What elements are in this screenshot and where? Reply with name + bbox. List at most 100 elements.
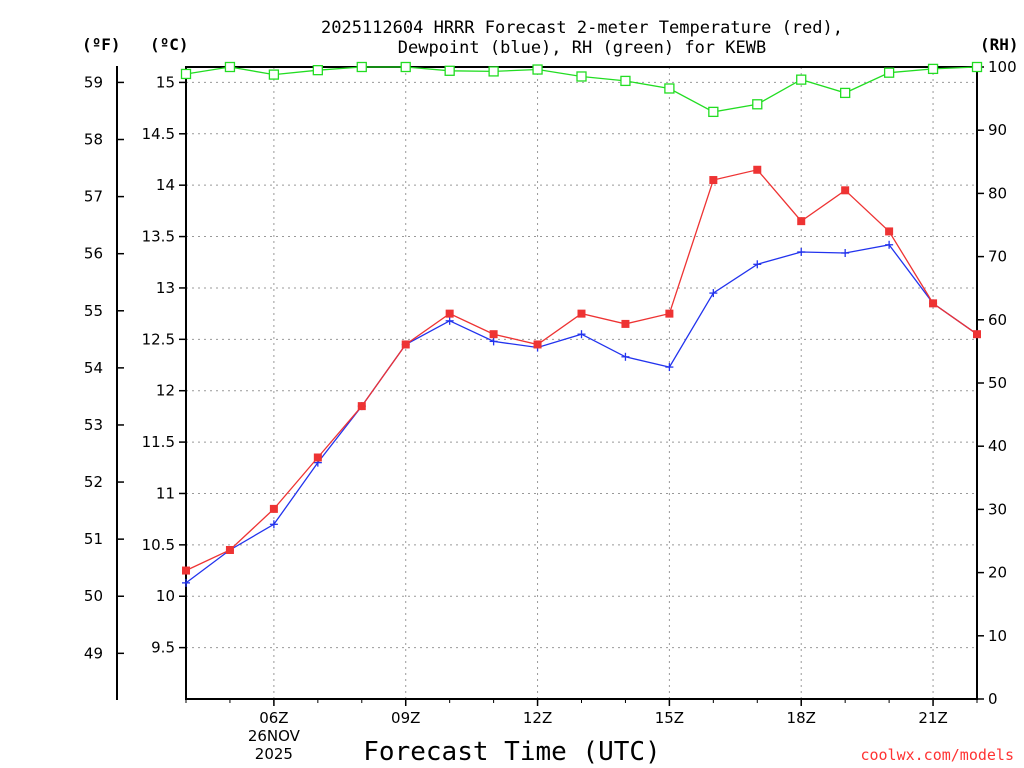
rh-tick-label: 0 <box>988 690 998 708</box>
fahrenheit-tick-label: 58 <box>84 131 103 149</box>
rh-data-point <box>752 99 763 110</box>
axis-labels: 9.5 10 10.5 11 11.5 12 12.5 13 13.5 14 14.5 15 06Z26… <box>84 58 1017 763</box>
temperature-data-point <box>489 330 498 339</box>
dewpoint-data-point <box>885 240 894 249</box>
rh-tick-label: 30 <box>988 500 1007 518</box>
x-tick-label: 21Z <box>918 709 947 727</box>
rh-data-point <box>532 64 543 75</box>
rh-tick-label: 60 <box>988 311 1007 329</box>
temperature-data-point <box>269 504 278 513</box>
x-tick-label: 06Z <box>259 709 288 727</box>
rh-tick-label: 80 <box>988 184 1007 202</box>
x-tick-label: 12Z <box>523 709 552 727</box>
grid-lines <box>186 67 977 699</box>
rh-data-point <box>576 71 587 82</box>
credit-text: coolwx.com/models <box>860 746 1014 764</box>
rh-data-point <box>488 66 499 77</box>
rh-data-point <box>927 63 939 75</box>
rh-tick-label: 90 <box>988 121 1007 139</box>
fahrenheit-tick-label: 53 <box>84 416 103 434</box>
rh-data-point <box>444 65 455 76</box>
temperature-data-point <box>841 186 850 195</box>
rh-tick-label: 50 <box>988 374 1007 392</box>
celsius-tick-label: 14 <box>156 176 175 194</box>
celsius-tick-label: 10.5 <box>142 536 175 554</box>
rh-tick-label: 10 <box>988 627 1007 645</box>
rh-data-point <box>708 106 719 118</box>
dewpoint-series-line <box>185 244 978 584</box>
temperature-data-point <box>577 309 586 318</box>
fahrenheit-unit-label: (ºF) <box>82 35 121 54</box>
temperature-data-point <box>709 176 718 185</box>
temperature-data-point <box>445 309 454 318</box>
rh-data-point <box>224 61 236 73</box>
celsius-tick-label: 12.5 <box>142 330 175 348</box>
temperature-data-point <box>401 340 410 349</box>
fahrenheit-tick-label: 52 <box>84 473 103 491</box>
temperature-data-point <box>182 566 190 575</box>
x-tick-label: 18Z <box>787 709 816 727</box>
chart-title-line-1: 2025112604 HRRR Forecast 2-meter Tempera… <box>321 18 843 38</box>
temperature-data-point <box>357 402 366 411</box>
dewpoint-data-point <box>445 316 454 325</box>
celsius-tick-label: 15 <box>156 73 175 91</box>
rh-data-point <box>400 61 411 73</box>
dewpoint-data-point <box>269 520 278 529</box>
x-tick-date: 26NOV <box>248 727 301 745</box>
x-tick-year: 2025 <box>255 745 293 763</box>
x-tick-label: 15Z <box>655 709 684 727</box>
temperature-data-point <box>665 309 674 318</box>
rh-tick-label: 100 <box>988 58 1017 76</box>
chart-title-line-2: Dewpoint (blue), RH (green) for KEWB <box>397 38 767 58</box>
rh-unit-label: (RH) <box>980 35 1019 54</box>
temperature-data-point <box>797 217 806 226</box>
temperature-data-point <box>885 227 894 236</box>
temperature-data-point <box>313 453 322 462</box>
fahrenheit-tick-label: 55 <box>84 302 103 320</box>
celsius-tick-label: 14.5 <box>142 125 175 143</box>
temperature-data-point <box>973 330 981 339</box>
x-tick-label: 09Z <box>391 709 420 727</box>
celsius-unit-label: (ºC) <box>150 35 189 54</box>
rh-data-point <box>620 75 631 87</box>
dewpoint-data-point <box>753 260 762 269</box>
fahrenheit-tick-label: 51 <box>84 530 103 548</box>
celsius-tick-label: 13.5 <box>142 228 175 246</box>
celsius-tick-label: 13 <box>156 279 175 297</box>
dewpoint-data-point <box>182 578 190 587</box>
temperature-data-point <box>225 545 234 554</box>
dewpoint-data-point <box>621 352 630 361</box>
rh-data-point <box>180 68 192 80</box>
dewpoint-data-point <box>709 289 718 298</box>
rh-data-point <box>840 87 851 99</box>
dewpoint-data-point <box>841 249 850 258</box>
rh-tick-label: 20 <box>988 564 1007 582</box>
celsius-tick-label: 10 <box>156 587 175 605</box>
rh-data-point <box>356 61 367 73</box>
celsius-tick-label: 11.5 <box>142 433 175 451</box>
chart-title: 2025112604 HRRR Forecast 2-meter Tempera… <box>0 18 1024 58</box>
rh-data-point <box>664 83 675 94</box>
temperature-data-point <box>621 319 630 328</box>
fahrenheit-tick-label: 59 <box>84 73 103 91</box>
rh-data-point <box>312 65 323 76</box>
x-axis-title: Forecast Time (UTC) <box>363 737 660 767</box>
fahrenheit-tick-label: 56 <box>84 245 103 263</box>
fahrenheit-tick-label: 49 <box>84 644 103 662</box>
rh-data-point <box>971 61 983 73</box>
dewpoint-data-point <box>577 330 586 339</box>
celsius-tick-label: 12 <box>156 382 175 400</box>
rh-tick-label: 70 <box>988 248 1007 266</box>
rh-tick-label: 40 <box>988 437 1007 455</box>
series-layer <box>180 61 983 587</box>
dewpoint-data-point <box>489 337 498 346</box>
temperature-data-point <box>753 165 762 174</box>
fahrenheit-tick-label: 54 <box>84 359 103 377</box>
celsius-tick-label: 9.5 <box>151 639 175 657</box>
rh-data-point <box>268 69 280 80</box>
temperature-data-point <box>929 299 938 308</box>
fahrenheit-tick-label: 50 <box>84 587 103 605</box>
rh-data-point <box>883 67 895 78</box>
celsius-tick-label: 11 <box>156 484 175 502</box>
